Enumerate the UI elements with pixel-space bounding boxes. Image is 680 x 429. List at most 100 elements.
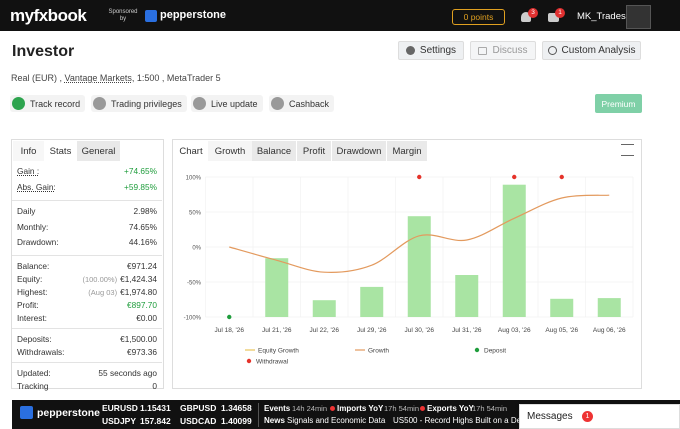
legend-label: Growth bbox=[368, 348, 389, 355]
point bbox=[512, 174, 517, 180]
event-time: 14h 24min bbox=[292, 404, 328, 413]
quote-price: 1.40099 bbox=[221, 416, 252, 426]
stat-value-group: 74.65% bbox=[129, 222, 157, 232]
stat-row: Interest: €0.00 bbox=[17, 313, 157, 323]
stat-label: Monthly: bbox=[17, 221, 49, 232]
tab[interactable]: Margin bbox=[387, 141, 427, 161]
avatar[interactable] bbox=[626, 5, 651, 29]
stat-row: Equity: (100.00%) €1,424.34 bbox=[17, 274, 157, 284]
stat-note: (Aug 03) bbox=[88, 287, 118, 297]
chart-settings-icon[interactable] bbox=[621, 144, 634, 156]
event-name: Imports YoY bbox=[337, 404, 384, 413]
bar bbox=[597, 298, 621, 317]
points-button[interactable]: 0 points bbox=[452, 9, 505, 25]
quote-symbol: USDJPY bbox=[102, 416, 137, 426]
tab[interactable]: General bbox=[77, 141, 120, 161]
news-item[interactable]: US500 - Record Highs Built on a Deal T..… bbox=[393, 416, 541, 425]
account-info: Real (EUR) , Vantage Markets, 1:500 , Me… bbox=[11, 73, 221, 83]
stat-label: Highest: bbox=[17, 286, 48, 297]
stat-value-group: €1,500.00 bbox=[120, 334, 157, 344]
stat-row: Monthly: 74.65% bbox=[17, 222, 157, 232]
message-count: 1 bbox=[555, 8, 565, 18]
stat-row: Drawdown: 44.16% bbox=[17, 237, 157, 247]
stats-panel bbox=[11, 139, 164, 389]
tab[interactable]: Drawdown bbox=[332, 141, 386, 161]
stat-value: +74.65% bbox=[124, 166, 157, 176]
settings-button[interactable]: Settings bbox=[398, 41, 464, 60]
bar bbox=[550, 298, 574, 317]
tab[interactable]: Balance bbox=[252, 141, 296, 161]
tab[interactable]: Stats bbox=[44, 141, 77, 161]
event-dot bbox=[420, 406, 425, 411]
y-tick-label: 100% bbox=[186, 176, 202, 182]
badge: Cashback bbox=[269, 95, 335, 112]
chart-panel bbox=[172, 139, 642, 389]
x-tick-label: Jul 31, '26 bbox=[452, 327, 482, 334]
discuss-button[interactable]: Discuss bbox=[470, 41, 536, 60]
quote-price: 1.34658 bbox=[221, 403, 252, 413]
stat-value: +59.85% bbox=[124, 182, 157, 192]
stat-label: Abs. Gain: bbox=[17, 182, 56, 192]
separator bbox=[12, 200, 162, 201]
stat-row: Daily 2.98% bbox=[17, 206, 157, 216]
tab[interactable]: Chart bbox=[174, 141, 208, 161]
account-prefix: Real (EUR) , bbox=[11, 73, 63, 83]
sponsored-label: Sponsored by bbox=[108, 9, 138, 22]
stat-note: (100.00%) bbox=[82, 274, 118, 284]
bar bbox=[407, 216, 431, 317]
bar bbox=[502, 184, 526, 317]
stat-value: €0.00 bbox=[136, 312, 157, 323]
ticker-brand: pepperstone bbox=[37, 407, 101, 419]
chart: -100% -50% 0% 50% 100% Jul 18, '26 Jul 21, '26… bbox=[184, 174, 634, 366]
stat-row: Updated: 55 seconds ago bbox=[17, 368, 157, 378]
quote-symbol: USDCAD bbox=[180, 416, 217, 426]
tab[interactable]: Profit bbox=[297, 141, 331, 161]
event-dot bbox=[330, 406, 335, 411]
bar bbox=[360, 286, 384, 317]
stat-value-group: 44.16% bbox=[129, 237, 157, 247]
bell-icon[interactable] bbox=[521, 12, 531, 22]
sponsor-icon bbox=[145, 10, 157, 22]
legend-label: Withdrawal bbox=[256, 359, 289, 366]
quote-symbol: GBPUSD bbox=[180, 403, 217, 413]
x-tick-label: Aug 05, '26 bbox=[545, 327, 578, 334]
stat-value-group: €973.36 bbox=[127, 347, 157, 357]
quote-price: 157.842 bbox=[140, 416, 171, 426]
stat-row: Withdrawals: €973.36 bbox=[17, 347, 157, 357]
stat-value: €973.36 bbox=[127, 346, 157, 357]
stat-label: Equity: bbox=[17, 273, 43, 284]
stat-value-group: (100.00%) €1,424.34 bbox=[82, 274, 157, 284]
x-tick-label: Aug 06, '26 bbox=[593, 327, 626, 334]
stat-value: €1,424.34 bbox=[120, 273, 157, 284]
stat-value: 44.16% bbox=[128, 237, 157, 247]
separator bbox=[12, 254, 162, 256]
message-icon[interactable] bbox=[548, 13, 559, 22]
stat-value-group: 0 bbox=[152, 381, 157, 391]
sponsor-name[interactable]: pepperstone bbox=[160, 9, 227, 21]
stat-label: Tracking bbox=[17, 380, 49, 391]
stat-value: 2.98% bbox=[133, 206, 157, 216]
custom-analysis-button[interactable]: Custom Analysis bbox=[542, 41, 641, 60]
separator bbox=[12, 361, 162, 363]
point bbox=[559, 174, 564, 180]
premium-button[interactable]: Premium bbox=[595, 94, 642, 113]
messages-count: 1 bbox=[582, 411, 593, 422]
page-title: Investor bbox=[12, 43, 75, 60]
stat-value-group: €971.24 bbox=[127, 261, 157, 271]
legend-swatch bbox=[474, 347, 480, 353]
badge: Trading privileges bbox=[91, 95, 187, 112]
logo[interactable]: myfxbook bbox=[10, 6, 87, 25]
line bbox=[229, 194, 610, 273]
stat-label: Withdrawals: bbox=[17, 346, 65, 357]
news-item[interactable]: Signals and Economic Data bbox=[287, 416, 386, 425]
stat-label: Balance: bbox=[17, 260, 50, 271]
stat-value: €897.70 bbox=[127, 299, 157, 310]
tab[interactable]: Growth bbox=[208, 141, 252, 161]
messages-label[interactable]: Messages bbox=[527, 411, 573, 422]
tab[interactable]: Info bbox=[13, 141, 44, 161]
user-name[interactable]: MK_Trades bbox=[577, 11, 626, 22]
button-label: Settings bbox=[419, 45, 457, 56]
stat-label: Drawdown: bbox=[17, 237, 59, 247]
stat-value-group: 2.98% bbox=[133, 206, 157, 216]
broker-link[interactable]: Vantage Markets bbox=[64, 73, 132, 83]
